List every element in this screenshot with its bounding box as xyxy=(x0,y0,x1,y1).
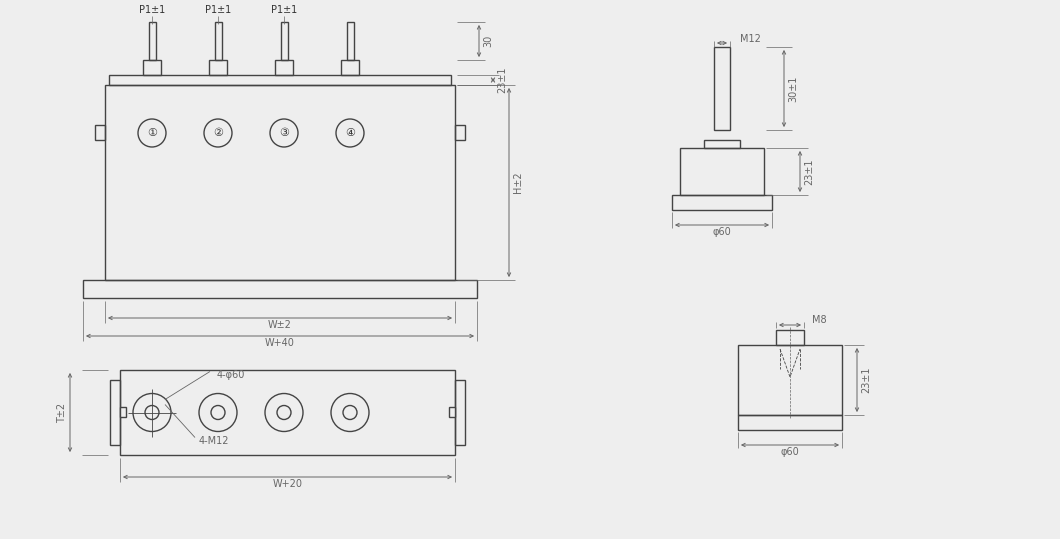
Bar xyxy=(455,380,465,445)
Bar xyxy=(149,22,156,60)
Text: 30±1: 30±1 xyxy=(788,75,798,102)
Text: ④: ④ xyxy=(344,128,355,138)
Text: M12: M12 xyxy=(740,34,761,44)
Bar xyxy=(704,140,740,148)
Bar xyxy=(672,195,772,210)
Bar xyxy=(83,280,477,298)
Bar xyxy=(281,22,288,60)
Bar xyxy=(110,380,120,445)
Text: W+20: W+20 xyxy=(272,479,302,489)
Text: M8: M8 xyxy=(812,315,827,325)
Text: 23±1: 23±1 xyxy=(497,67,507,93)
Text: W+40: W+40 xyxy=(265,338,295,348)
Text: H±2: H±2 xyxy=(513,172,523,194)
Text: 4-M12: 4-M12 xyxy=(199,437,230,446)
Text: 23±1: 23±1 xyxy=(803,158,814,185)
Bar xyxy=(738,345,842,415)
Bar xyxy=(95,125,105,140)
Text: ①: ① xyxy=(147,128,157,138)
Text: 30: 30 xyxy=(483,35,493,47)
Bar xyxy=(455,125,465,140)
Bar xyxy=(449,407,455,417)
Text: φ60: φ60 xyxy=(712,227,731,237)
Bar xyxy=(209,60,227,75)
Bar xyxy=(105,85,455,280)
Text: T±2: T±2 xyxy=(57,403,67,423)
Text: ③: ③ xyxy=(279,128,289,138)
Bar xyxy=(215,22,222,60)
Bar xyxy=(109,75,450,85)
Text: P1±1: P1±1 xyxy=(205,5,231,15)
Bar xyxy=(120,407,126,417)
Text: 4-φ60: 4-φ60 xyxy=(217,370,245,379)
Text: W±2: W±2 xyxy=(268,320,292,330)
Bar xyxy=(347,22,354,60)
Bar xyxy=(120,370,455,455)
Bar xyxy=(143,60,161,75)
Text: φ60: φ60 xyxy=(780,447,799,457)
Text: 23±1: 23±1 xyxy=(861,367,871,393)
Text: P1±1: P1±1 xyxy=(139,5,165,15)
Bar xyxy=(681,148,764,195)
Text: P1±1: P1±1 xyxy=(271,5,297,15)
Bar xyxy=(341,60,359,75)
Bar xyxy=(714,47,730,130)
Bar xyxy=(275,60,293,75)
Text: ②: ② xyxy=(213,128,223,138)
Bar xyxy=(738,415,842,430)
Bar xyxy=(776,330,803,345)
